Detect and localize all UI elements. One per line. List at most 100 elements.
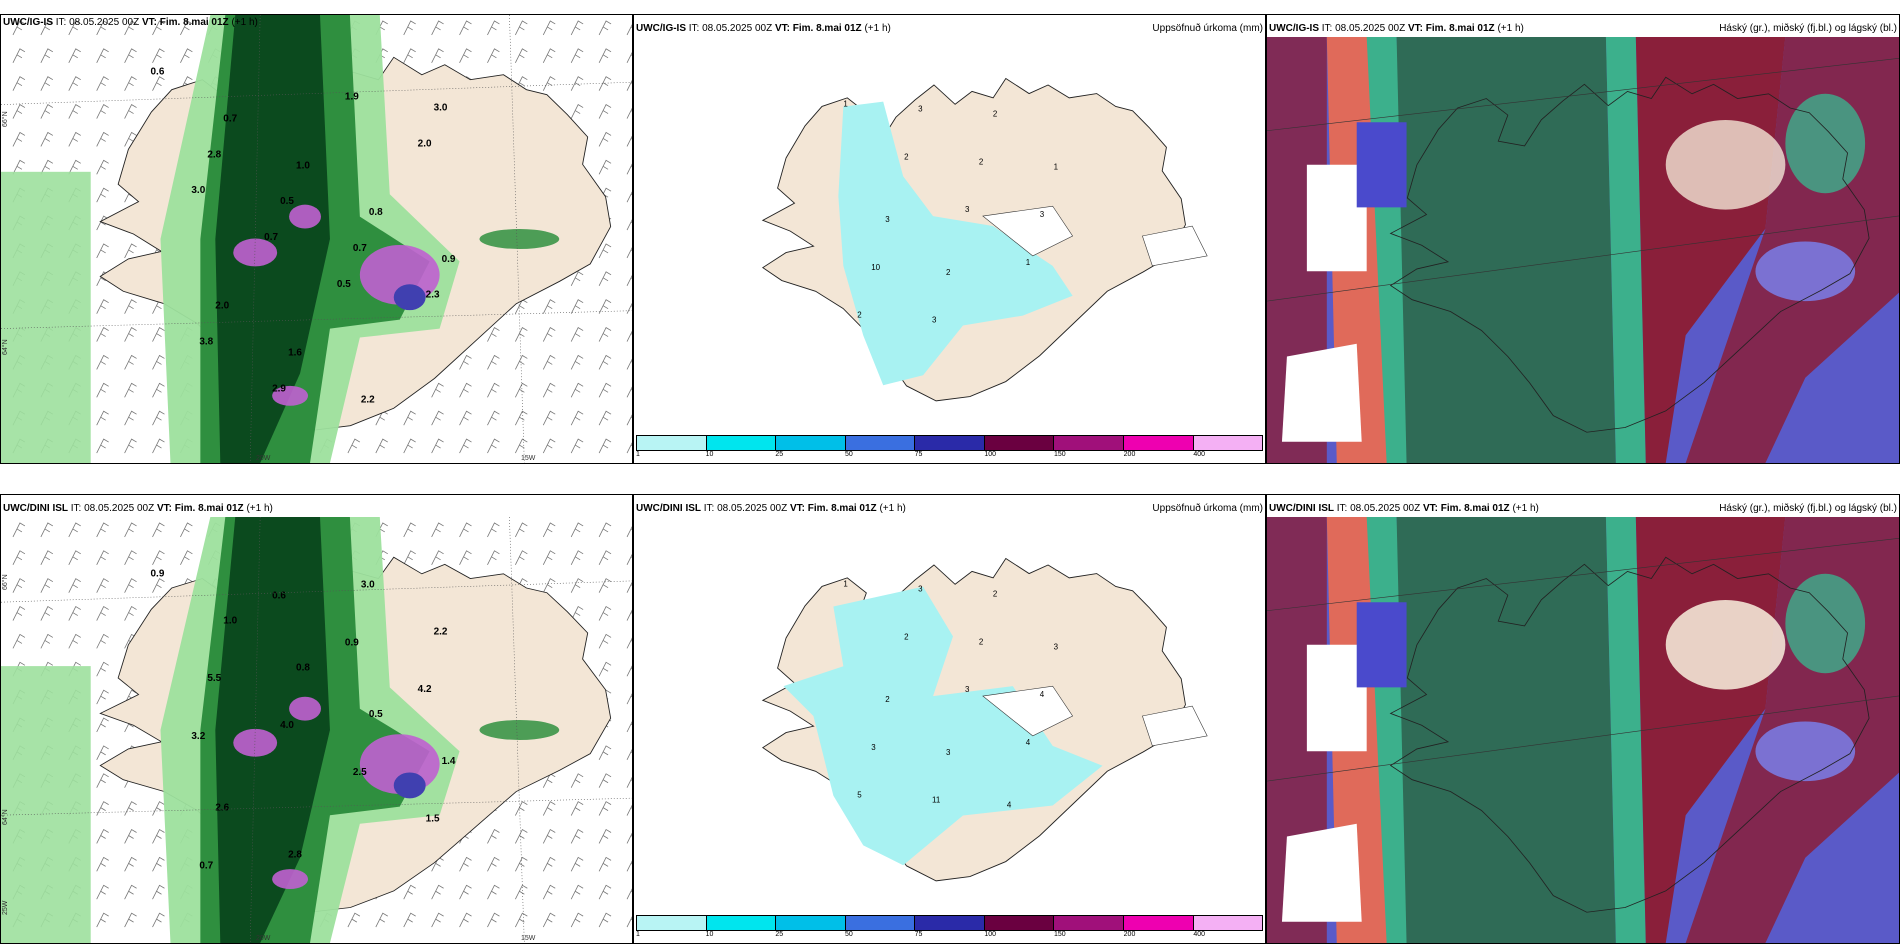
colorbar-swatch [1193, 436, 1263, 450]
precip-colorbar: 1 10 25 50 75 100 150 200 400 [636, 915, 1263, 941]
colorbar-swatch [984, 436, 1055, 450]
lat-label-64: 64°N [2, 339, 9, 355]
lon-label-20: 20W [256, 935, 271, 942]
iceland-coastline [1389, 556, 1870, 913]
precip-value-label: 3 [932, 316, 937, 325]
field-title: Uppsöfnuð úrkoma (mm) [1152, 503, 1263, 514]
colorbar-swatch [1054, 916, 1124, 930]
precip-value-label: 2 [993, 110, 998, 119]
colorbar-swatch [1193, 916, 1263, 930]
precip-value-label: 3 [918, 585, 923, 594]
precip-value-label: 2 [979, 637, 984, 646]
colorbar-swatch [776, 436, 846, 450]
precip-value-label: 3 [965, 205, 970, 214]
lon-label-15: 15W [521, 935, 536, 942]
precip-value-label: 1 [843, 580, 848, 589]
precip-value-label: 4 [1026, 738, 1031, 747]
lat-label-66: 66°N [2, 111, 9, 127]
colorbar-tick: 200 [1123, 931, 1136, 938]
panel-accum-precip-bottom: UWC/DINI ISL IT: 08.05.2025 00Z VT: Fim.… [633, 494, 1266, 944]
value-label: 1.0 [296, 160, 310, 171]
value-label: 0.8 [369, 207, 383, 218]
value-label: 2.0 [418, 138, 432, 149]
value-label: 0.7 [353, 243, 367, 254]
wind-precip-map: 0.9 1.0 0.8 0.5 1.4 2.6 2.8 3.0 2.2 5.5 4.0 2.5 1.5 0… [1, 517, 632, 943]
value-label: 0.9 [345, 637, 359, 648]
field-title: Háský (gr.), miðský (fj.bl.) og lágský (… [1719, 503, 1897, 514]
colorbar-swatch [1123, 436, 1194, 450]
precip-value-label: 2 [904, 152, 909, 161]
lon-label-15: 15W [521, 455, 536, 462]
value-label: 0.5 [337, 279, 351, 290]
colorbar-swatch [845, 436, 916, 450]
value-label: 0.9 [442, 254, 456, 265]
value-label: 0.8 [296, 662, 310, 673]
value-label: 0.7 [223, 114, 237, 125]
lon-label-20: 20W [256, 455, 271, 462]
colorbar-tick: 1 [636, 451, 640, 458]
colorbar-tick: 10 [705, 931, 714, 938]
value-label: 3.0 [191, 185, 205, 196]
colorbar-tick: 100 [984, 931, 997, 938]
value-label: 1.9 [345, 92, 359, 103]
accum-precip-map: 1 2 3 4 5 3 2 4 3 11 2 3 2 3 4 [634, 517, 1265, 913]
lat-label-66: 66°N [2, 574, 9, 590]
colorbar-tick: 200 [1123, 451, 1136, 458]
precip-value-label: 3 [918, 105, 923, 114]
colorbar-swatch [706, 436, 777, 450]
colorbar-tick: 150 [1054, 931, 1066, 938]
colorbar-swatch [706, 916, 777, 930]
colorbar-tick: 75 [914, 451, 923, 458]
value-label: 2.5 [353, 767, 367, 778]
precip-value-label: 3 [871, 743, 876, 752]
value-label: 2.6 [215, 803, 229, 814]
panel-wind-precip-bottom: UWC/DINI ISL IT: 08.05.2025 00Z VT: Fim.… [0, 494, 633, 944]
colorbar-swatch [1054, 436, 1124, 450]
colorbar-tick: 25 [775, 931, 784, 938]
precip-value-label: 5 [857, 791, 862, 800]
precip-value-label: 1 [1026, 258, 1031, 267]
lon-label-25: 25W [2, 900, 9, 915]
clouds-map [1267, 517, 1899, 943]
field-title: Uppsöfnuð úrkoma (mm) [1152, 23, 1263, 34]
precip-value-label: 4 [1040, 690, 1045, 699]
colorbar-tick: 150 [1054, 451, 1066, 458]
colorbar-swatch [845, 916, 916, 930]
wind-precip-map: 0.6 0.7 1.0 0.8 0.9 2.0 1.6 2.2 3.0 2.8 0.5 0.7 2.3 3… [1, 15, 632, 463]
colorbar-swatch [1123, 916, 1194, 930]
value-label: 0.7 [264, 232, 278, 243]
colorbar-tick: 400 [1193, 451, 1206, 458]
colorbar-tick: 1 [636, 931, 640, 938]
value-label: 0.5 [280, 196, 294, 207]
value-label: 0.5 [369, 709, 383, 720]
panel-title: UWC/IG-IS IT: 08.05.2025 00Z VT: Fim. 8.… [636, 23, 891, 34]
panel-title: UWC/IG-IS IT: 08.05.2025 00Z VT: Fim. 8.… [3, 17, 258, 28]
precip-value-label: 2 [993, 590, 998, 599]
colorbar-swatch [776, 916, 846, 930]
precip-value-label: 2 [857, 311, 862, 320]
colorbar-tick: 75 [914, 931, 923, 938]
panel-clouds-top: UWC/IG-IS IT: 08.05.2025 00Z VT: Fim. 8.… [1266, 14, 1900, 464]
panel-title: UWC/DINI ISL IT: 08.05.2025 00Z VT: Fim.… [636, 503, 906, 514]
colorbar-swatch [915, 436, 985, 450]
value-label: 2.8 [288, 849, 302, 860]
colorbar-tick: 100 [984, 451, 997, 458]
panel-wind-precip-top: UWC/IG-IS IT: 08.05.2025 00Z VT: Fim. 8.… [0, 14, 633, 464]
precip-value-label: 11 [932, 796, 941, 805]
precip-value-label: 3 [965, 685, 970, 694]
colorbar-tick: 50 [845, 451, 853, 458]
precip-value-label: 2 [885, 695, 890, 704]
colorbar-tick: 50 [845, 931, 853, 938]
value-label: 3.8 [199, 337, 213, 348]
value-label: 0.7 [199, 860, 213, 871]
panel-clouds-bottom: UWC/DINI ISL IT: 08.05.2025 00Z VT: Fim.… [1266, 494, 1900, 944]
value-label: 3.0 [361, 580, 375, 591]
value-label: 1.0 [223, 616, 237, 627]
value-label: 2.3 [426, 290, 440, 301]
precip-value-label: 3 [1054, 642, 1059, 651]
lat-label-64: 64°N [2, 809, 9, 825]
value-label: 2.2 [361, 394, 375, 405]
precip-value-label: 2 [946, 268, 951, 277]
value-label: 1.5 [426, 814, 440, 825]
precip-value-label: 2 [979, 157, 984, 166]
